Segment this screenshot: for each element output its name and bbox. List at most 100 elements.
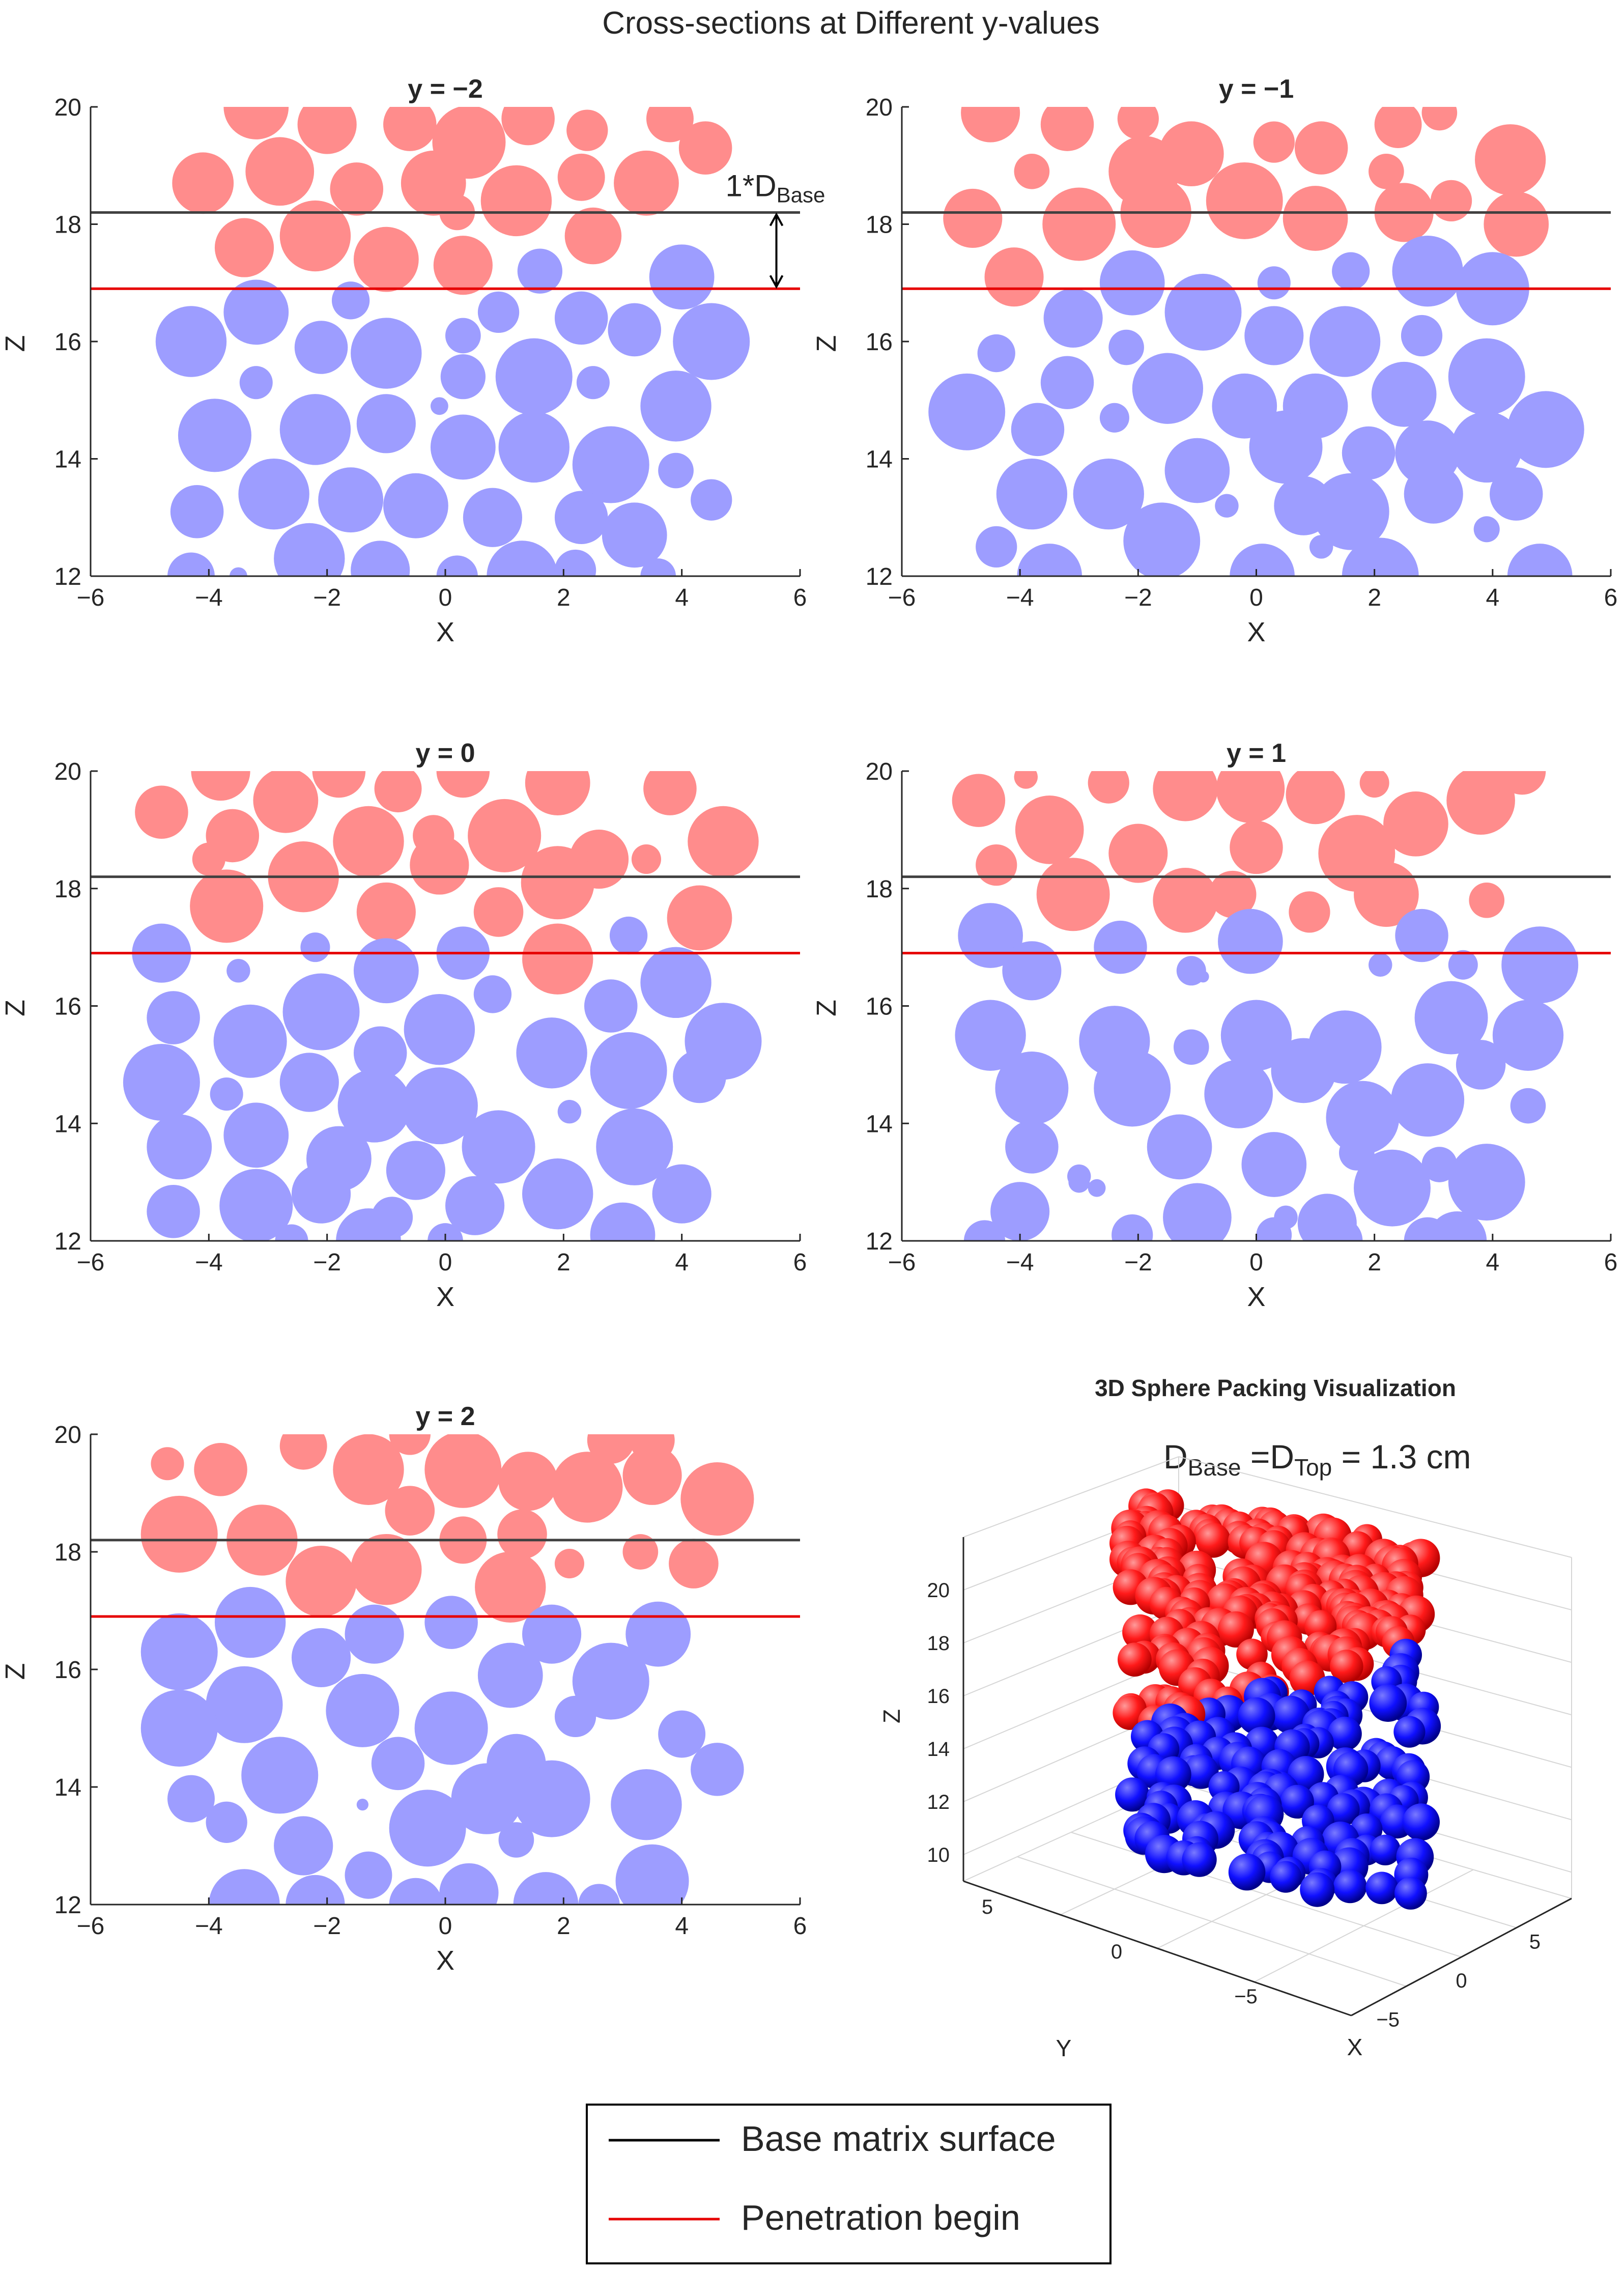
top-sphere-section	[1153, 771, 1218, 821]
base-layer-sphere	[1393, 1716, 1426, 1748]
top-sphere-section	[1230, 820, 1283, 874]
top-sphere-section	[943, 188, 1003, 248]
y-axis-label: Z	[0, 335, 31, 352]
base-sphere-section	[345, 1604, 404, 1664]
base-sphere-section	[625, 1601, 691, 1667]
top-sphere-section	[678, 121, 732, 175]
sphere-cluster-3d	[1109, 1488, 1441, 1910]
base-layer-sphere	[1327, 1716, 1362, 1751]
top-sphere-section	[286, 1546, 357, 1617]
panel-title: y = 2	[415, 1402, 475, 1431]
top-sphere-section	[374, 771, 422, 813]
top-sphere-section	[410, 835, 469, 895]
base-sphere-section	[602, 502, 667, 568]
top-sphere-section	[1354, 862, 1419, 927]
top-sphere-section	[1446, 771, 1515, 835]
top-sphere-section	[1359, 771, 1389, 798]
base-sphere-section	[1326, 1081, 1400, 1154]
x-tick-label-3d: 0	[1456, 1970, 1467, 1992]
base-sphere-section	[1108, 329, 1144, 365]
x-tick-label: 6	[793, 584, 807, 611]
y-tick-label: 12	[54, 1228, 81, 1255]
top-sphere-section	[353, 226, 419, 292]
x-tick-label-3d: 5	[1529, 1931, 1541, 1953]
x-tick-label: 6	[793, 1913, 807, 1940]
base-sphere-section	[436, 555, 478, 576]
top-sphere-section	[433, 236, 493, 295]
base-sphere-section	[356, 394, 416, 453]
y-tick-label-3d: −5	[1234, 1985, 1258, 2008]
base-sphere-section	[522, 1604, 582, 1664]
top-sphere-section	[1498, 771, 1546, 795]
top-sphere-section	[1117, 107, 1159, 139]
top-sphere-section	[424, 1434, 502, 1508]
base-sphere-section	[214, 1586, 286, 1658]
legend-box	[586, 2104, 1112, 2264]
base-layer-sphere	[1327, 1793, 1360, 1826]
base-sphere-section	[596, 1108, 673, 1185]
y-tick-label: 14	[54, 446, 81, 473]
top-sphere-section	[688, 806, 759, 877]
base-sphere-section	[1215, 494, 1239, 518]
base-sphere-section	[615, 1844, 689, 1905]
base-sphere-section	[1456, 1040, 1506, 1090]
x-tick-label: 0	[1249, 584, 1263, 611]
x-tick-label: 0	[439, 584, 452, 611]
top-sphere-section	[498, 1452, 558, 1511]
base-sphere-section	[147, 1114, 212, 1180]
base-layer-sphere	[1280, 1784, 1314, 1819]
base-sphere-section	[286, 1875, 345, 1905]
base-sphere-section	[691, 1743, 744, 1796]
top-sphere-section	[253, 771, 319, 833]
base-sphere-section	[1099, 403, 1129, 433]
top-sphere-section	[1294, 121, 1348, 175]
top-sphere-section	[1209, 870, 1257, 918]
base-sphere-section	[640, 947, 711, 1018]
y-tick-label: 20	[866, 758, 893, 785]
x-tick-label: 2	[1367, 1249, 1381, 1276]
base-sphere-section	[404, 994, 475, 1065]
base-sphere-section	[140, 1689, 218, 1767]
base-sphere-section	[291, 1628, 351, 1687]
base-layer-sphere	[1182, 1842, 1217, 1877]
base-sphere-section	[1220, 1000, 1292, 1071]
base-sphere-section	[928, 373, 1006, 450]
circles-layer	[140, 1434, 754, 1905]
y-tick-label: 16	[54, 329, 81, 356]
base-sphere-section	[167, 1775, 215, 1823]
base-sphere-section	[640, 371, 711, 442]
z-axis-label-3d: Z	[878, 1709, 905, 1723]
base-sphere-section	[1271, 1038, 1336, 1103]
base-sphere-section	[241, 1737, 319, 1814]
base-sphere-section	[576, 366, 610, 400]
base-sphere-section	[1244, 306, 1304, 365]
top-sphere-section	[646, 107, 694, 143]
base-sphere-section	[1354, 1149, 1431, 1227]
base-sphere-section	[389, 1878, 443, 1905]
top-layer-sphere	[1330, 1650, 1363, 1683]
legend-label-base: Base matrix surface	[741, 2119, 1056, 2159]
top-sphere-section	[1374, 107, 1422, 148]
base-sphere-section	[451, 1763, 523, 1834]
base-sphere-section	[147, 991, 200, 1044]
base-sphere-section	[209, 1869, 280, 1905]
base-sphere-section	[513, 1872, 579, 1905]
base-sphere-section	[178, 399, 251, 472]
base-sphere-section	[578, 1884, 620, 1905]
base-sphere-section	[300, 932, 330, 962]
x-tick-label: 0	[1249, 1249, 1263, 1276]
legend-label-penetration: Penetration begin	[741, 2198, 1020, 2237]
panel-y-neg2: −6 −4 −2 0 2 4 6 12 14 16 18 20 X Zy = −2	[0, 74, 807, 647]
circles-layer	[123, 771, 762, 1241]
base-sphere-section	[1163, 1183, 1232, 1241]
base-sphere-section	[658, 452, 694, 489]
top-sphere-section	[333, 806, 404, 877]
base-sphere-section	[1094, 1049, 1171, 1127]
panel-title: y = 0	[415, 739, 475, 768]
base-sphere-section	[430, 397, 448, 415]
base-sphere-section	[1241, 1132, 1307, 1197]
x-axis-label: X	[436, 1282, 454, 1312]
base-sphere-section	[1197, 971, 1209, 983]
axes-3d-gridline	[1178, 1456, 1572, 1558]
distance-annotation: 1*DBase	[726, 168, 825, 289]
